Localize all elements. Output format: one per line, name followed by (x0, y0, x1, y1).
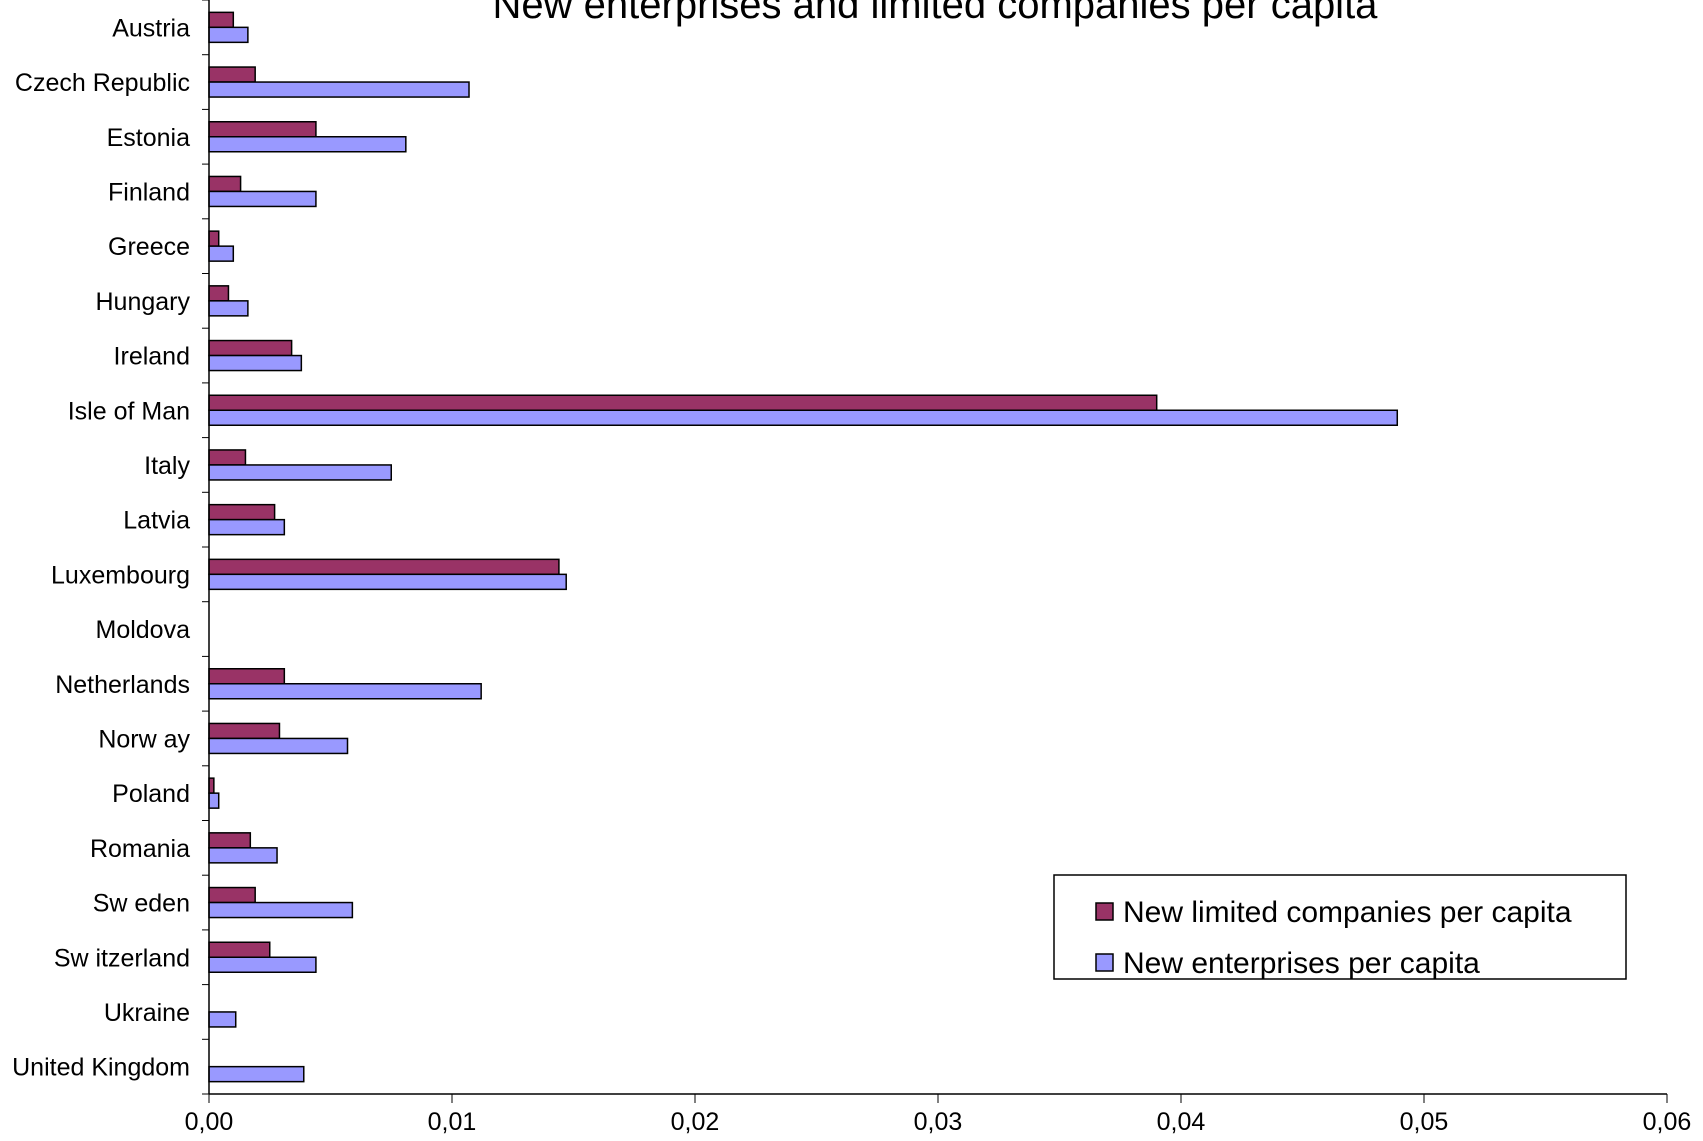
category-label: Ireland (114, 343, 190, 371)
bar-enterprises (208, 792, 220, 809)
category-label: Greece (108, 233, 190, 261)
category-label: Norw ay (98, 725, 190, 753)
bar-limited-companies (208, 175, 242, 193)
legend: New limited companies per capita New ente… (1053, 874, 1627, 980)
category-label: Sw eden (93, 890, 190, 918)
x-tick-label: 0,05 (1400, 1108, 1449, 1136)
bar-limited-companies (208, 722, 281, 740)
bar-enterprises (208, 26, 249, 44)
bar-limited-companies (208, 66, 256, 83)
category-label: Hungary (96, 288, 191, 316)
bar-limited-companies (208, 121, 317, 138)
bar-enterprises (208, 901, 354, 919)
bar-limited-companies (208, 285, 230, 302)
x-tick-label: 0,04 (1157, 1108, 1206, 1136)
legend-label: New enterprises per capita (1123, 947, 1480, 980)
legend-label: New limited companies per capita (1123, 896, 1572, 929)
bar-limited-companies (208, 230, 220, 247)
bar-enterprises (208, 956, 317, 973)
x-tick-label: 0,02 (671, 1108, 720, 1136)
bar-limited-companies (208, 832, 252, 849)
x-tick-label: 0,03 (914, 1108, 963, 1136)
bar-limited-companies (208, 886, 256, 904)
bar-enterprises (208, 354, 303, 372)
x-tick-label: 0,06 (1643, 1108, 1692, 1136)
category-label: United Kingdom (12, 1054, 190, 1082)
category-label: Sw itzerland (54, 944, 190, 972)
chart-title: New enterprises and limited companies pe… (493, 0, 1379, 27)
bar-enterprises (208, 300, 249, 317)
bar-enterprises (208, 464, 392, 481)
bar-enterprises (208, 518, 286, 536)
bar-enterprises (208, 1065, 305, 1083)
legend-swatch (1095, 953, 1114, 972)
category-label: Netherlands (55, 671, 190, 699)
legend-swatch (1095, 902, 1114, 921)
category-label: Luxembourg (51, 561, 190, 589)
bar-enterprises (208, 573, 567, 591)
bar-limited-companies (208, 449, 247, 466)
category-label: Czech Republic (15, 69, 190, 97)
bar-limited-companies (208, 941, 271, 958)
x-tick-label: 0,00 (185, 1108, 234, 1136)
bar-limited-companies (208, 558, 560, 576)
bar-enterprises (208, 136, 407, 153)
category-label: Romania (90, 835, 190, 863)
category-label: Estonia (107, 124, 190, 152)
bar-enterprises (208, 1011, 237, 1028)
bar-limited-companies (208, 503, 276, 521)
bar-enterprises (208, 409, 1399, 426)
x-tick-label: 0,01 (428, 1108, 477, 1136)
bar-enterprises (208, 190, 317, 208)
legend-box (1053, 874, 1627, 980)
bar-enterprises (208, 683, 482, 700)
category-label: Isle of Man (68, 397, 190, 425)
axes: Austria Czech Republic Estonia Finland Greec… (12, 0, 1691, 1136)
bar-limited-companies (208, 11, 235, 29)
category-label: Ukraine (104, 999, 190, 1027)
bar-enterprises (208, 81, 470, 98)
category-label: Italy (144, 452, 190, 480)
bar-enterprises (208, 245, 235, 262)
category-label: Poland (112, 780, 190, 808)
bar-enterprises (208, 847, 278, 864)
bar-limited-companies (208, 394, 1158, 411)
category-label: Latvia (123, 507, 190, 535)
category-label: Finland (108, 178, 190, 206)
category-label: Austria (112, 14, 190, 42)
bar-limited-companies (208, 339, 293, 357)
bar-limited-companies (208, 668, 286, 685)
bar-enterprises (208, 737, 349, 755)
category-label: Moldova (96, 616, 191, 644)
